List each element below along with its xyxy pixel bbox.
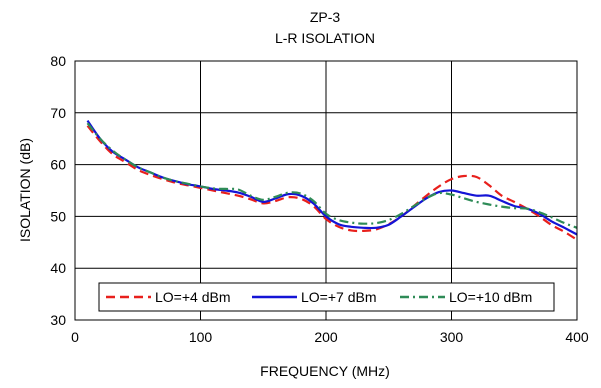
chart-subtitle: L-R ISOLATION	[275, 30, 375, 46]
x-tick-label: 400	[565, 329, 589, 345]
legend-box	[98, 282, 555, 312]
x-axis-label: FREQUENCY (MHz)	[260, 363, 390, 379]
series-line-2	[86, 119, 578, 236]
y-tick-label: 70	[50, 105, 66, 121]
y-tick-label: 50	[50, 208, 66, 224]
plot-frame	[74, 60, 578, 321]
series-line-1	[86, 125, 578, 241]
grid	[74, 60, 578, 321]
legend-label-3: LO=+10 dBm	[449, 289, 532, 305]
y-tick-label: 40	[50, 260, 66, 276]
y-tick-label: 60	[50, 157, 66, 173]
y-tick-label: 30	[50, 312, 66, 328]
series-lines	[86, 119, 578, 241]
tick-labels: 0 100 200 300 400 30 40 50 60 70 80	[50, 53, 588, 345]
y-tick-label: 80	[50, 53, 66, 69]
series-line-3	[86, 122, 578, 229]
y-axis-label: ISOLATION (dB)	[17, 138, 33, 242]
legend: LO=+4 dBm LO=+7 dBm LO=+10 dBm	[98, 282, 555, 312]
x-tick-label: 300	[440, 329, 464, 345]
legend-label-2: LO=+7 dBm	[301, 289, 377, 305]
x-tick-label: 200	[314, 329, 338, 345]
legend-label-1: LO=+4 dBm	[155, 289, 231, 305]
chart-title: ZP-3	[310, 9, 341, 25]
x-tick-label: 0	[71, 329, 79, 345]
x-tick-label: 100	[189, 329, 213, 345]
